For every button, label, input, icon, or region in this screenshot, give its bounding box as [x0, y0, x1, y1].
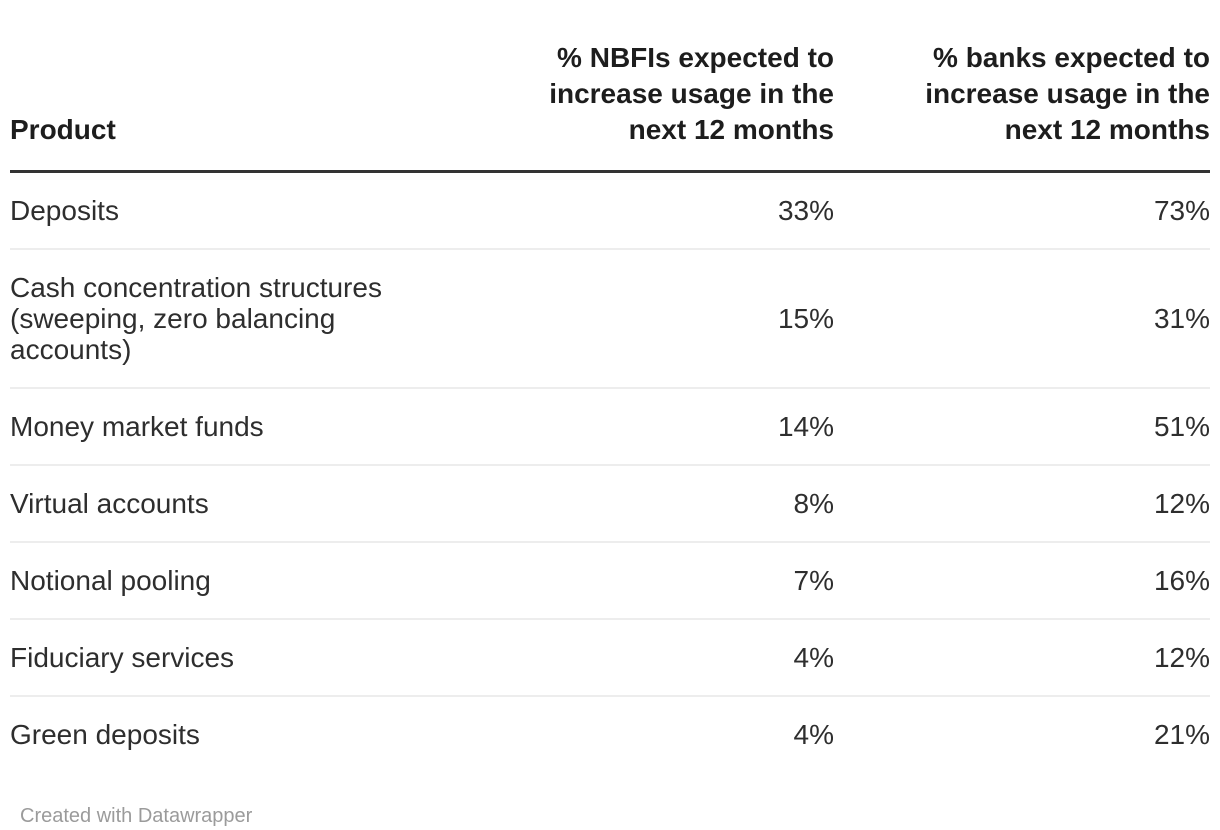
column-header-banks: % banks expected to increase usage in th…	[834, 40, 1210, 173]
nbfi-value-cell: 14%	[430, 387, 834, 465]
banks-value-cell: 21%	[834, 695, 1210, 772]
banks-value-cell: 51%	[834, 387, 1210, 465]
table-row: Deposits 33% 73%	[10, 172, 1210, 250]
nbfi-value-cell: 15%	[430, 248, 834, 388]
products-table: Product % NBFIs expected to increase usa…	[10, 40, 1210, 772]
product-cell: Virtual accounts	[10, 464, 430, 542]
banks-value-cell: 12%	[834, 464, 1210, 542]
table-row: Cash concentration structures (sweeping,…	[10, 248, 1210, 388]
banks-value-cell: 12%	[834, 618, 1210, 696]
product-cell: Deposits	[10, 195, 119, 226]
banks-value-cell: 31%	[834, 248, 1210, 388]
product-cell: Notional pooling	[10, 541, 430, 619]
banks-value-cell: 73%	[1153, 195, 1210, 226]
table-row: Money market funds 14% 51%	[10, 387, 1210, 465]
table-header: Product % NBFIs expected to increase usa…	[10, 40, 1210, 173]
table-row: Green deposits 4% 21%	[10, 695, 1210, 772]
nbfi-value-cell: 8%	[430, 464, 834, 542]
column-header-product: Product	[10, 40, 430, 173]
banks-value-cell: 16%	[834, 541, 1210, 619]
table-body: Deposits 33% 73% Cash concentration stru…	[10, 172, 1210, 772]
column-header-nbfi: % NBFIs expected to increase usage in th…	[430, 40, 834, 173]
nbfi-value-cell: 33%	[777, 195, 834, 226]
header-row: Product % NBFIs expected to increase usa…	[10, 40, 1210, 173]
product-cell: Fiduciary services	[10, 618, 430, 696]
nbfi-value-cell: 4%	[430, 618, 834, 696]
product-cell: Cash concentration structures (sweeping,…	[10, 248, 430, 388]
product-cell: Money market funds	[10, 387, 430, 465]
datawrapper-credit-link[interactable]: Created with Datawrapper	[20, 805, 253, 827]
table-row: Virtual accounts 8% 12%	[10, 464, 1210, 542]
table-row: Notional pooling 7% 16%	[10, 541, 1210, 619]
table-row: Fiduciary services 4% 12%	[10, 618, 1210, 696]
nbfi-value-cell: 7%	[430, 541, 834, 619]
nbfi-value-cell: 4%	[430, 695, 834, 772]
product-cell: Green deposits	[10, 695, 430, 772]
